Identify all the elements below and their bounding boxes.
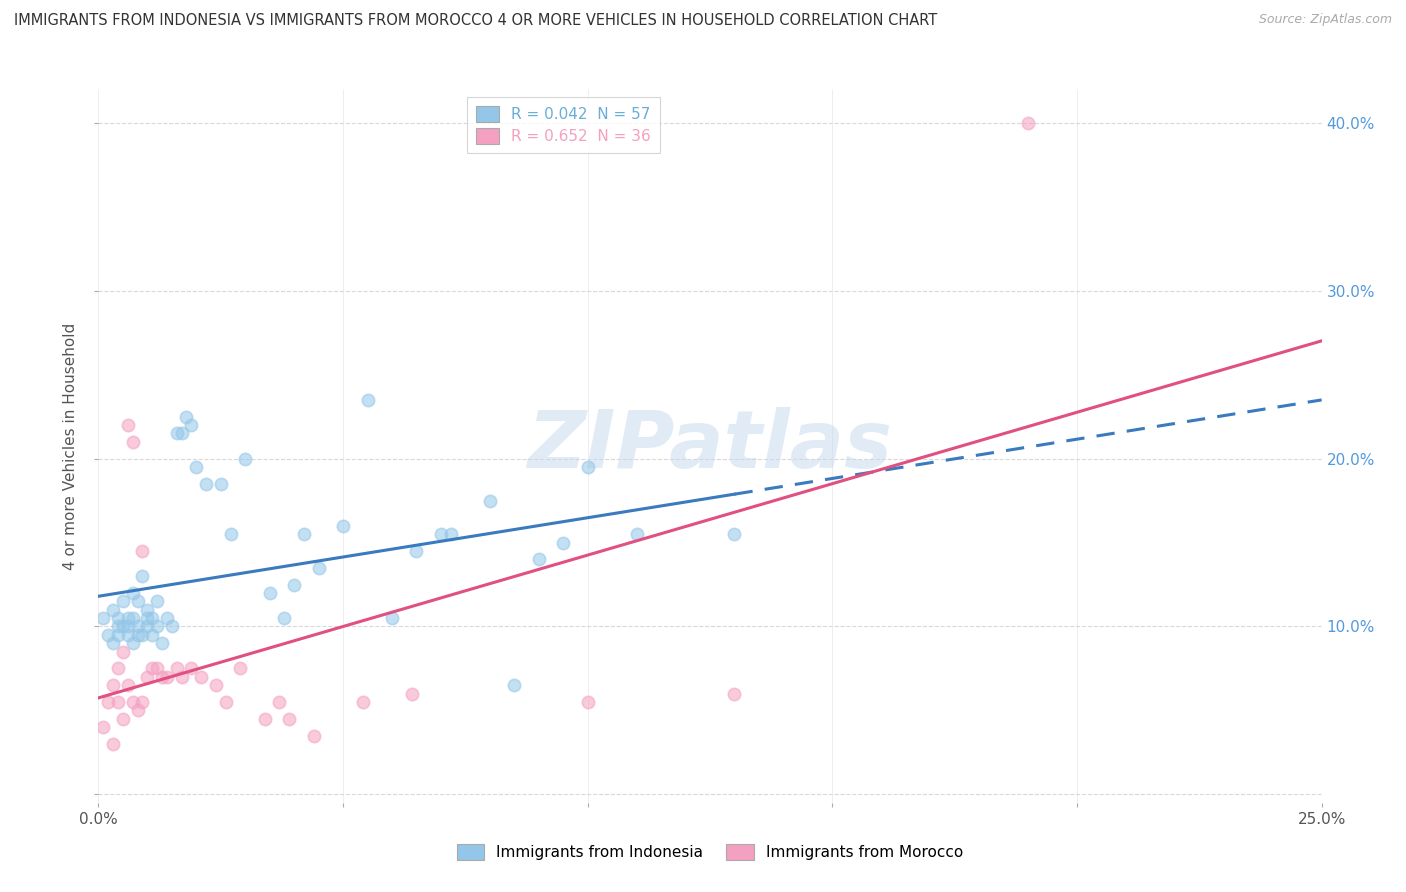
Point	[111, 594, 134, 608]
Point	[107, 695, 129, 709]
Point	[111, 619, 134, 633]
Point	[160, 619, 183, 633]
Point	[401, 687, 423, 701]
Point	[117, 619, 139, 633]
Point	[131, 695, 153, 709]
Point	[381, 611, 404, 625]
Point	[219, 527, 242, 541]
Point	[91, 720, 114, 734]
Point	[180, 417, 202, 432]
Point	[101, 636, 124, 650]
Point	[121, 434, 143, 449]
Point	[136, 603, 159, 617]
Point	[136, 619, 159, 633]
Point	[156, 670, 179, 684]
Y-axis label: 4 or more Vehicles in Household: 4 or more Vehicles in Household	[63, 322, 79, 570]
Point	[127, 594, 149, 608]
Point	[1017, 116, 1039, 130]
Point	[190, 670, 212, 684]
Point	[97, 695, 120, 709]
Point	[273, 611, 295, 625]
Point	[146, 594, 169, 608]
Point	[121, 695, 143, 709]
Point	[302, 729, 325, 743]
Point	[127, 703, 149, 717]
Point	[269, 695, 291, 709]
Point	[259, 586, 281, 600]
Text: ZIPatlas: ZIPatlas	[527, 407, 893, 485]
Point	[117, 628, 139, 642]
Point	[283, 577, 305, 591]
Point	[576, 460, 599, 475]
Point	[478, 493, 501, 508]
Point	[136, 611, 159, 625]
Point	[278, 712, 301, 726]
Point	[97, 628, 120, 642]
Point	[209, 476, 232, 491]
Point	[430, 527, 453, 541]
Point	[141, 611, 163, 625]
Point	[576, 695, 599, 709]
Point	[141, 661, 163, 675]
Point	[352, 695, 374, 709]
Point	[527, 552, 550, 566]
Point	[166, 661, 188, 675]
Point	[170, 670, 193, 684]
Point	[205, 678, 228, 692]
Point	[117, 678, 139, 692]
Point	[127, 628, 149, 642]
Point	[121, 636, 143, 650]
Point	[440, 527, 463, 541]
Point	[117, 417, 139, 432]
Point	[121, 611, 143, 625]
Point	[150, 670, 173, 684]
Point	[127, 619, 149, 633]
Point	[131, 628, 153, 642]
Point	[723, 527, 745, 541]
Point	[136, 670, 159, 684]
Text: IMMIGRANTS FROM INDONESIA VS IMMIGRANTS FROM MOROCCO 4 OR MORE VEHICLES IN HOUSE: IMMIGRANTS FROM INDONESIA VS IMMIGRANTS …	[14, 13, 938, 29]
Point	[233, 451, 256, 466]
Point	[101, 678, 124, 692]
Point	[131, 569, 153, 583]
Point	[107, 628, 129, 642]
Point	[170, 426, 193, 441]
Point	[111, 712, 134, 726]
Point	[121, 586, 143, 600]
Point	[156, 611, 179, 625]
Point	[150, 636, 173, 650]
Point	[356, 392, 378, 407]
Point	[107, 619, 129, 633]
Point	[146, 619, 169, 633]
Point	[405, 544, 427, 558]
Point	[111, 645, 134, 659]
Point	[626, 527, 648, 541]
Point	[107, 611, 129, 625]
Point	[503, 678, 526, 692]
Point	[332, 518, 354, 533]
Point	[91, 611, 114, 625]
Point	[253, 712, 276, 726]
Point	[176, 409, 198, 424]
Point	[180, 661, 202, 675]
Point	[166, 426, 188, 441]
Text: Source: ZipAtlas.com: Source: ZipAtlas.com	[1258, 13, 1392, 27]
Point	[131, 544, 153, 558]
Point	[229, 661, 252, 675]
Point	[195, 476, 218, 491]
Point	[146, 661, 169, 675]
Point	[141, 628, 163, 642]
Point	[101, 737, 124, 751]
Point	[292, 527, 315, 541]
Point	[308, 560, 330, 574]
Legend: Immigrants from Indonesia, Immigrants from Morocco: Immigrants from Indonesia, Immigrants fr…	[450, 838, 970, 866]
Point	[117, 611, 139, 625]
Point	[186, 460, 208, 475]
Point	[723, 687, 745, 701]
Point	[107, 661, 129, 675]
Point	[214, 695, 236, 709]
Point	[553, 535, 575, 549]
Point	[101, 603, 124, 617]
